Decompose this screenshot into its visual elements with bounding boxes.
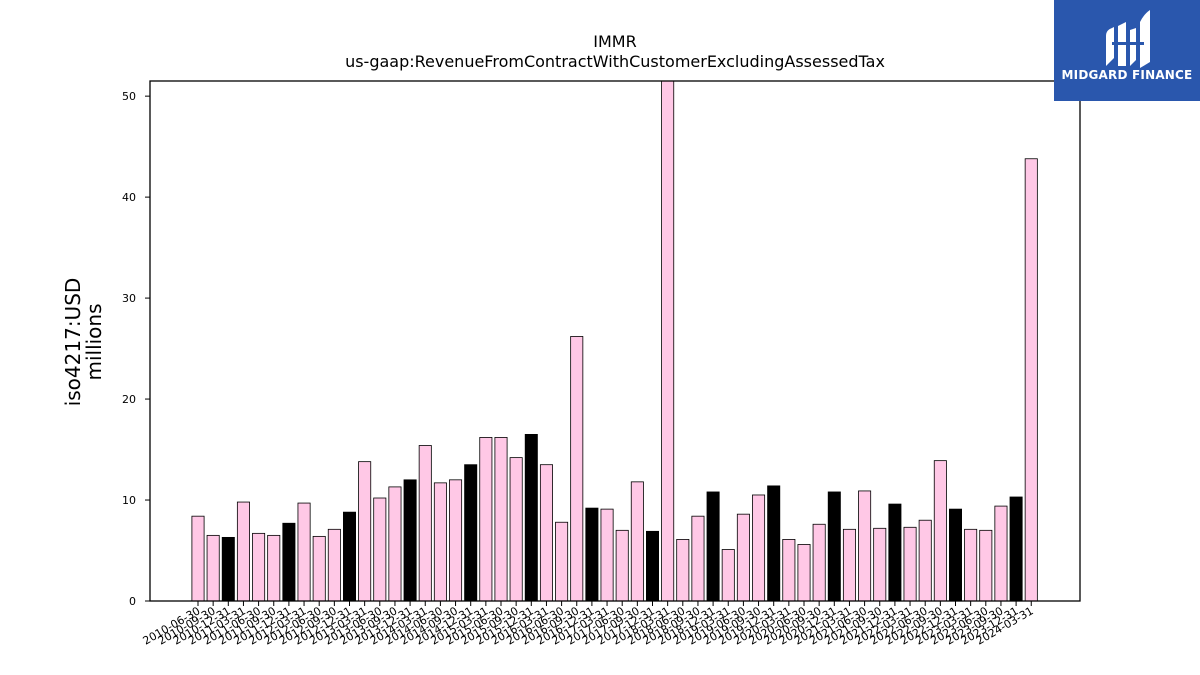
bar-2015-09-30 xyxy=(509,457,523,602)
bar-2019-06-30 xyxy=(736,513,750,602)
bar-2021-12-31 xyxy=(888,503,902,602)
bar-2017-06-30 xyxy=(615,529,629,602)
bar-2023-09-30 xyxy=(994,505,1008,602)
midgard-logo-icon xyxy=(1106,10,1150,68)
bar-2010-09-30 xyxy=(206,534,220,602)
y-tick-label: 40 xyxy=(122,191,136,204)
bar-2018-06-30 xyxy=(676,539,690,602)
bar-2011-06-30 xyxy=(252,532,266,602)
bar-2019-09-30 xyxy=(752,494,766,602)
bar-2014-12-31 xyxy=(464,464,478,602)
bar-2020-06-30 xyxy=(797,544,811,602)
bar-2014-06-30 xyxy=(433,482,447,602)
bar-2021-03-31 xyxy=(842,528,856,602)
logo-text: MIDGARD FINANCE xyxy=(1061,68,1193,82)
y-axis-label: iso4217:USD millions xyxy=(61,277,106,407)
bar-2010-12-31 xyxy=(221,536,235,602)
bar-2013-03-31 xyxy=(358,461,372,602)
bar-2016-03-31 xyxy=(539,464,553,602)
bar-2019-03-31 xyxy=(721,549,735,602)
bar-2012-09-30 xyxy=(327,528,341,602)
bar-2015-03-31 xyxy=(479,437,493,602)
bar-2022-03-31 xyxy=(903,526,917,602)
bar-2017-09-30 xyxy=(630,481,644,602)
y-axis-label-line1: iso4217:USD xyxy=(61,277,85,407)
bar-2015-12-31 xyxy=(524,433,538,602)
bar-2011-12-31 xyxy=(282,522,296,602)
bar-2012-12-31 xyxy=(342,511,356,602)
chart-subtitle: us-gaap:RevenueFromContractWithCustomerE… xyxy=(345,52,885,71)
bar-2023-03-31 xyxy=(964,528,978,602)
bar-2014-03-31 xyxy=(418,445,432,602)
bar-2022-09-30 xyxy=(933,460,947,602)
bars-group xyxy=(191,80,1038,602)
bar-2011-03-31 xyxy=(236,501,250,602)
bar-2013-09-30 xyxy=(388,486,402,602)
bar-2016-06-30 xyxy=(555,521,569,602)
bar-2024-03-31 xyxy=(1024,158,1038,602)
bar-2020-12-31 xyxy=(827,491,841,602)
bar-2018-03-31 xyxy=(661,80,675,602)
y-tick-label: 30 xyxy=(122,292,136,305)
bar-2020-03-31 xyxy=(782,539,796,602)
bar-2021-09-30 xyxy=(873,527,887,602)
bar-2014-09-30 xyxy=(449,479,463,602)
bar-2017-03-31 xyxy=(600,508,614,602)
bar-2020-09-30 xyxy=(812,523,826,602)
y-tick-label: 50 xyxy=(122,90,136,103)
bar-2023-12-31 xyxy=(1009,496,1023,602)
x-axis: 2010-06-302010-09-302010-12-312011-03-31… xyxy=(141,601,1036,648)
bar-2017-12-31 xyxy=(646,530,660,602)
y-tick-label: 10 xyxy=(122,494,136,507)
bar-2022-12-31 xyxy=(949,508,963,602)
bar-2021-06-30 xyxy=(858,490,872,602)
bar-2018-12-31 xyxy=(706,491,720,602)
bar-2010-06-30 xyxy=(191,515,205,602)
bar-2023-06-30 xyxy=(979,529,993,602)
y-tick-label: 20 xyxy=(122,393,136,406)
bar-2019-12-31 xyxy=(767,485,781,602)
brand-logo: MIDGARD FINANCE xyxy=(1054,0,1200,101)
y-tick-label: 0 xyxy=(129,595,136,608)
plot-frame xyxy=(149,80,1081,602)
bar-2013-06-30 xyxy=(373,497,387,602)
bar-2016-09-30 xyxy=(570,336,584,602)
bar-2012-03-31 xyxy=(297,502,311,602)
bar-2018-09-30 xyxy=(691,515,705,602)
bar-2011-09-30 xyxy=(267,534,281,602)
bar-2015-06-30 xyxy=(494,437,508,602)
y-axis-label-line2: millions xyxy=(82,303,106,381)
y-axis: 0 10 20 30 40 50 xyxy=(122,90,150,608)
chart-title: IMMR xyxy=(593,32,637,51)
bar-2016-12-31 xyxy=(585,507,599,602)
bar-2022-06-30 xyxy=(918,519,932,602)
bar-2013-12-31 xyxy=(403,479,417,602)
bar-2012-06-30 xyxy=(312,535,326,602)
